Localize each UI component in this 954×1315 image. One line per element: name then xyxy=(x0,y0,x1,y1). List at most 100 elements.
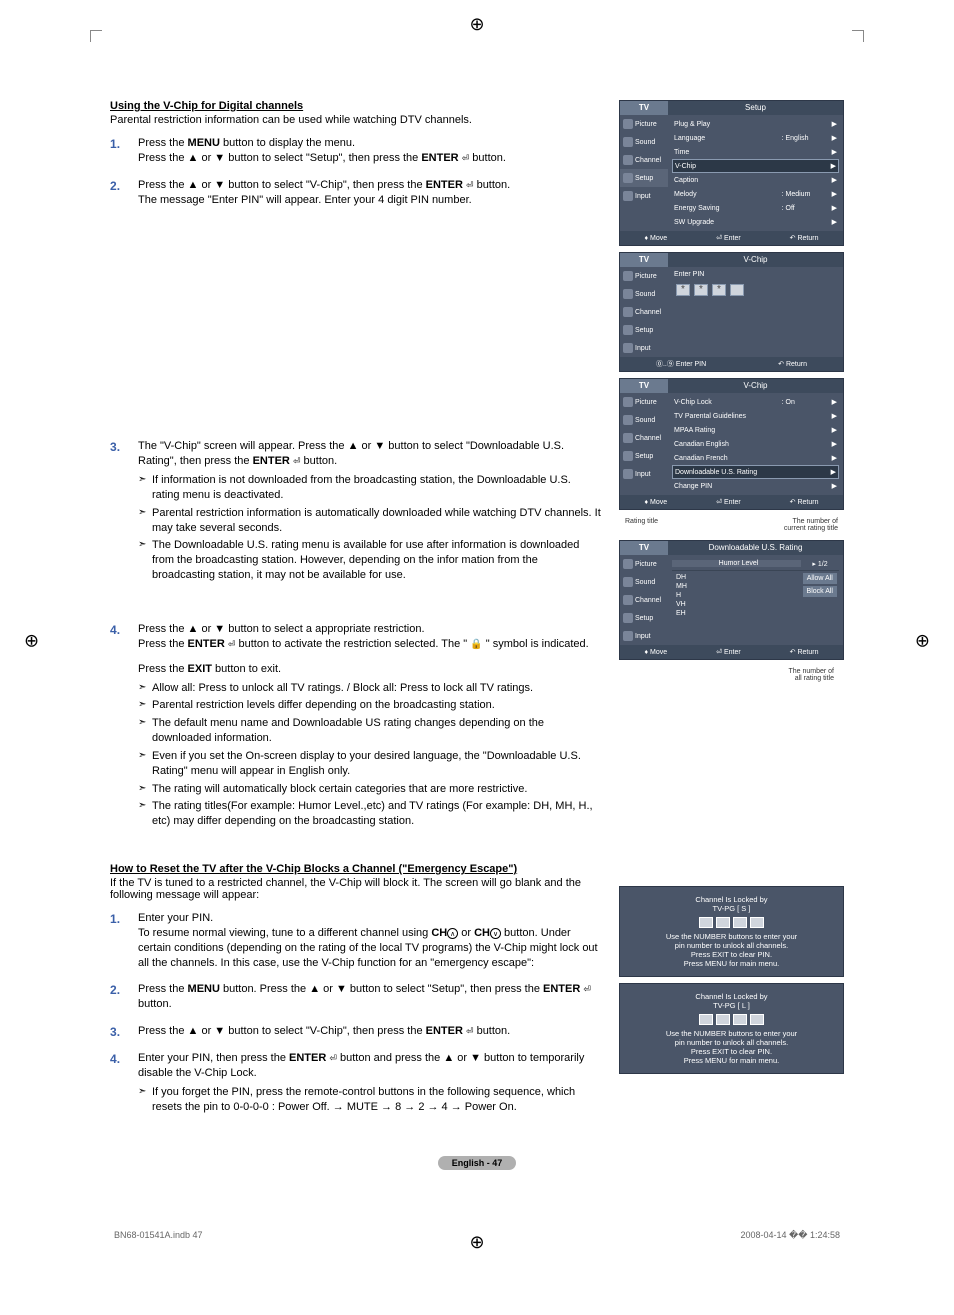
lock-line: pin number to unlock all channels. xyxy=(626,1038,837,1047)
sound-icon xyxy=(623,289,633,299)
osd-sidebar: Picture Sound Channel Setup Input xyxy=(620,393,668,495)
osd-tab-tv: TV xyxy=(620,541,668,555)
sound-icon xyxy=(623,415,633,425)
footer-return: ↶ Return xyxy=(790,648,819,656)
osd-column: TV Setup Picture Sound Channel Setup Inp… xyxy=(619,100,844,1126)
crop-mark-tr xyxy=(852,30,864,42)
page-number-badge: English - 47 xyxy=(438,1156,517,1170)
footer-enter: ⏎ Enter xyxy=(716,234,741,242)
osd-sidebar: Picture Sound Channel Setup Input xyxy=(620,267,668,357)
sound-icon xyxy=(623,137,633,147)
step-3: Press the ▲ or ▼ button to select "V-Chi… xyxy=(110,1024,601,1039)
note: The Downloadable U.S. rating menu is ava… xyxy=(138,538,601,583)
picture-icon xyxy=(623,119,633,129)
osd-title: V-Chip xyxy=(668,379,843,393)
step-2: Press the ▲ or ▼ button to select "V-Chi… xyxy=(110,178,601,428)
osd-main: Plug & Play▶Language: English▶Time▶V-Chi… xyxy=(668,115,843,231)
input-icon xyxy=(623,631,633,641)
footer-enter: ⏎ Enter xyxy=(716,498,741,506)
picture-icon xyxy=(623,397,633,407)
osd-main: Enter PIN * * * xyxy=(668,267,843,357)
osd-enter-pin: TV V-Chip Picture Sound Channel Setup In… xyxy=(619,252,844,372)
osd-footer: ♦ Move ⏎ Enter ↶ Return xyxy=(620,645,843,659)
note: If you forget the PIN, press the remote-… xyxy=(138,1085,601,1115)
osd-tab-tv: TV xyxy=(620,379,668,393)
footer-enter-pin: ⓪..⑨ Enter PIN xyxy=(656,359,706,369)
step-1: Press the MENU button to display the men… xyxy=(110,136,601,166)
step-4: Enter your PIN, then press the ENTER ⏎ b… xyxy=(110,1051,601,1114)
rating-level: VH xyxy=(674,600,744,609)
footer-move: ♦ Move xyxy=(644,649,667,656)
enter-icon: ⏎ xyxy=(466,179,474,191)
lock-line: Press EXIT to clear PIN. xyxy=(626,1047,837,1056)
annot-rating-title: Rating title xyxy=(625,518,658,532)
channel-icon xyxy=(623,155,633,165)
step-2: Press the MENU button. Press the ▲ or ▼ … xyxy=(110,982,601,1012)
allow-all-button: Allow All xyxy=(803,573,837,584)
pin-box: * xyxy=(712,284,726,296)
setup-icon xyxy=(623,173,633,183)
annot-number-current: The number ofcurrent rating title xyxy=(784,518,838,532)
input-icon xyxy=(623,191,633,201)
osd-menu-row: MPAA Rating▶ xyxy=(672,423,839,437)
block-all-button: Block All xyxy=(803,586,837,597)
setup-icon xyxy=(623,451,633,461)
channel-icon xyxy=(623,595,633,605)
crop-mark-tl xyxy=(90,30,102,42)
humor-page: ▸ 1/2 xyxy=(801,560,839,568)
osd-menu-row: Downloadable U.S. Rating▶ xyxy=(672,465,839,479)
osd-menu-row: Caption▶ xyxy=(672,173,839,187)
footer-enter: ⏎ Enter xyxy=(716,648,741,656)
lock-pin-boxes xyxy=(626,1014,837,1025)
ch-up-icon: ∧ xyxy=(447,928,458,939)
lock-line: Channel Is Locked by xyxy=(626,895,837,904)
osd-menu-row: Language: English▶ xyxy=(672,131,839,145)
osd-footer: ♦ Move ⏎ Enter ↶ Return xyxy=(620,231,843,245)
pin-box xyxy=(730,284,744,296)
osd-tab-tv: TV xyxy=(620,101,668,115)
registration-mark-right: ⊕ xyxy=(915,630,930,651)
lock-pin-boxes xyxy=(626,917,837,928)
note: Parental restriction levels differ depen… xyxy=(138,698,601,713)
enter-icon: ⏎ xyxy=(466,1025,474,1037)
lock-line: Press MENU for main menu. xyxy=(626,959,837,968)
osd-footer: ⓪..⑨ Enter PIN ↶ Return xyxy=(620,357,843,371)
osd-vchip: TV V-Chip Picture Sound Channel Setup In… xyxy=(619,378,844,510)
lock-line: Press MENU for main menu. xyxy=(626,1056,837,1065)
osd-downloadable-rating: TV Downloadable U.S. Rating Picture Soun… xyxy=(619,540,844,660)
channel-icon xyxy=(623,307,633,317)
footer-move: ♦ Move xyxy=(644,235,667,242)
step4-notes: Allow all: Press to unlock all TV rating… xyxy=(138,681,601,830)
footer-move: ♦ Move xyxy=(644,499,667,506)
step-3: The "V-Chip" screen will appear. Press t… xyxy=(110,439,601,610)
osd-main: V-Chip Lock: On▶TV Parental Guidelines▶M… xyxy=(668,393,843,495)
lock-line: Use the NUMBER buttons to enter your xyxy=(626,932,837,941)
osd-title: Setup xyxy=(668,101,843,115)
osd-footer: ♦ Move ⏎ Enter ↶ Return xyxy=(620,495,843,509)
pin-box: * xyxy=(676,284,690,296)
registration-mark-top: ⊕ xyxy=(469,14,484,35)
note: Allow all: Press to unlock all TV rating… xyxy=(138,681,601,696)
setup-icon xyxy=(623,613,633,623)
footer-left: BN68-01541A.indb 47 xyxy=(114,1230,203,1241)
pin-boxes: * * * xyxy=(672,280,839,300)
enter-pin-label: Enter PIN xyxy=(672,269,839,280)
lock-osd-2: Channel Is Locked by TV-PG [ L ] Use the… xyxy=(619,983,844,1074)
note: The rating titles(For example: Humor Lev… xyxy=(138,799,601,829)
section1-title: Using the V-Chip for Digital channels xyxy=(110,100,601,112)
osd-main: Humor Level ▸ 1/2 DHMHHVHEH Allow All Bl… xyxy=(668,555,843,645)
input-icon xyxy=(623,343,633,353)
rating-level: DH xyxy=(674,573,744,582)
rating-buttons: Allow All Block All xyxy=(803,573,837,618)
lock-rating: TV-PG [ S ] xyxy=(626,904,837,913)
rating-level: EH xyxy=(674,609,744,618)
note: Parental restriction information is auto… xyxy=(138,506,601,536)
osd-sidebar: Picture Sound Channel Setup Input xyxy=(620,115,668,231)
note: The rating will automatically block cert… xyxy=(138,782,601,797)
setup-icon xyxy=(623,325,633,335)
page-content: Using the V-Chip for Digital channels Pa… xyxy=(110,100,844,1126)
section1-steps: Press the MENU button to display the men… xyxy=(110,136,601,829)
page-number-badge-wrap: English - 47 xyxy=(110,1156,844,1170)
osd-menu-row: Canadian English▶ xyxy=(672,437,839,451)
footer-right: 2008-04-14 �� 1:24:58 xyxy=(740,1230,840,1241)
